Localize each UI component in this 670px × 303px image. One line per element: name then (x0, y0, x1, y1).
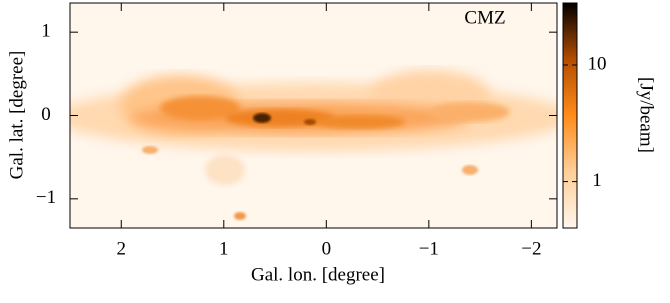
y-tick-label: −1 (36, 187, 56, 208)
colorbar (563, 3, 577, 228)
x-tick-label: 1 (219, 238, 229, 259)
colorbar-tick-label: 1 (592, 170, 602, 191)
x-tick-label: −1 (419, 238, 439, 259)
annotation: CMZ (464, 7, 505, 28)
y-tick-label: 1 (41, 21, 51, 42)
x-tick-label: 2 (117, 238, 127, 259)
colorbar-label: [Jy/beam] (636, 77, 657, 153)
y-tick-label: 0 (41, 104, 51, 125)
colorbar-tick-label: 10 (588, 53, 607, 74)
y-axis-label: Gal. lat. [degree] (6, 51, 27, 180)
x-axis-label: Gal. lon. [degree] (251, 264, 385, 285)
x-tick-label: −2 (521, 238, 541, 259)
chart: CMZ Gal. lon. [degree] Gal. lat. [degree… (0, 0, 670, 298)
x-tick-label: 0 (322, 238, 332, 259)
